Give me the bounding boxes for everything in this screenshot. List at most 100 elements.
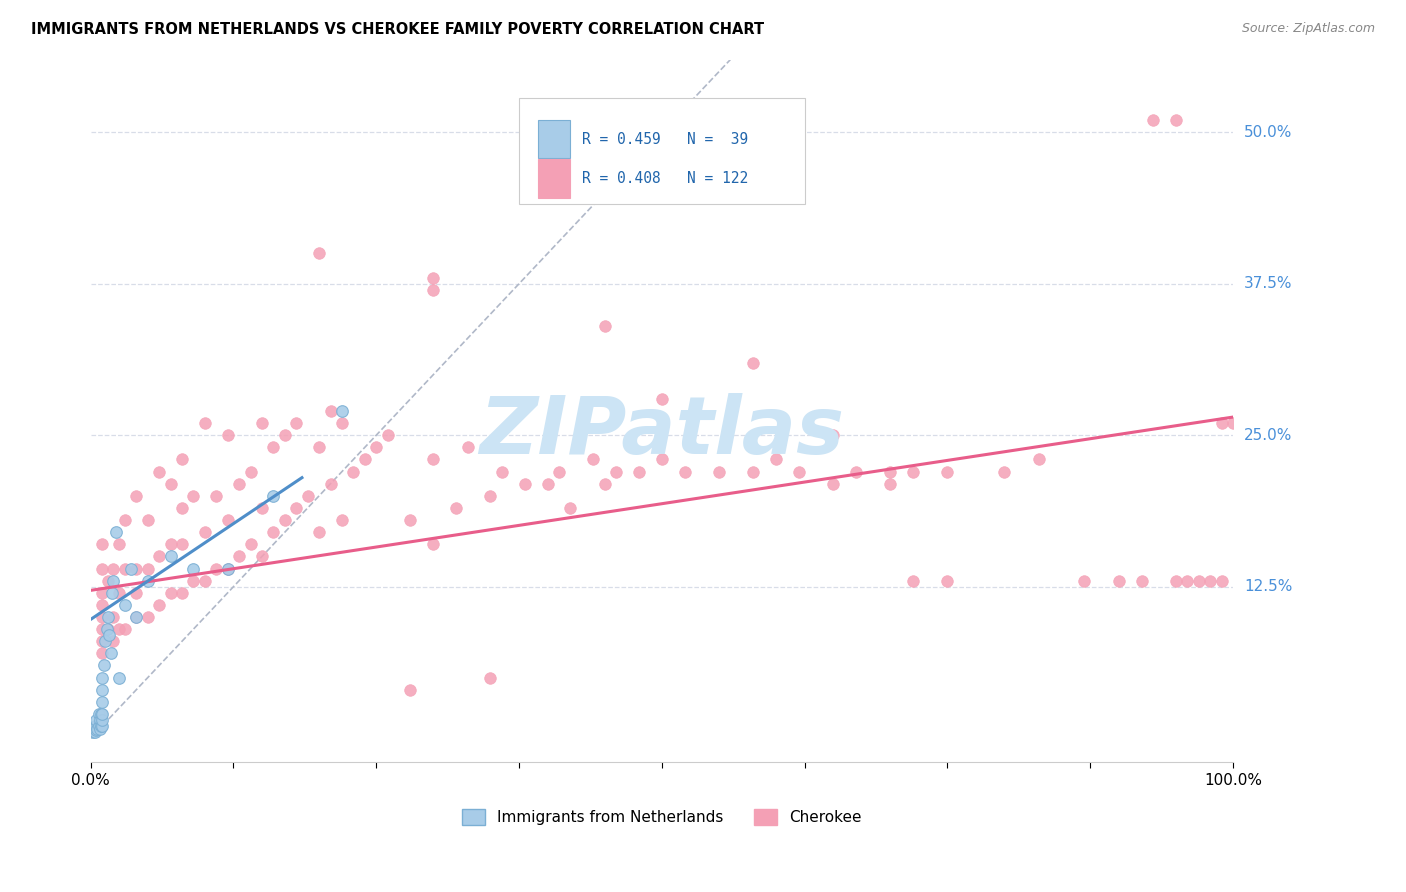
Point — [823, 476, 845, 491]
Point — [91, 719, 114, 733]
Point — [593, 319, 616, 334]
Point — [787, 465, 810, 479]
Point — [297, 489, 319, 503]
Point — [993, 465, 1015, 479]
Point — [97, 610, 120, 624]
Point — [239, 537, 262, 551]
Point — [183, 574, 205, 588]
Point — [104, 525, 127, 540]
Point — [90, 706, 112, 721]
Point — [366, 441, 388, 455]
Point — [97, 622, 120, 636]
Point — [422, 283, 444, 297]
Point — [1108, 574, 1130, 588]
Text: Source: ZipAtlas.com: Source: ZipAtlas.com — [1241, 22, 1375, 36]
Point — [136, 574, 159, 588]
FancyBboxPatch shape — [538, 120, 571, 159]
Point — [308, 525, 330, 540]
Point — [136, 513, 159, 527]
Point — [205, 489, 228, 503]
Point — [100, 646, 122, 660]
Point — [108, 537, 131, 551]
Point — [422, 452, 444, 467]
Point — [422, 537, 444, 551]
Point — [148, 465, 170, 479]
Point — [593, 476, 616, 491]
Point — [125, 610, 148, 624]
Point — [103, 561, 125, 575]
Point — [627, 465, 650, 479]
Text: 37.5%: 37.5% — [1244, 277, 1292, 292]
Point — [183, 561, 205, 575]
Point — [217, 513, 239, 527]
Point — [274, 428, 297, 442]
Point — [548, 465, 571, 479]
Point — [239, 465, 262, 479]
Point — [86, 722, 108, 736]
Point — [285, 500, 308, 515]
Point — [707, 465, 730, 479]
Point — [560, 500, 582, 515]
Point — [136, 610, 159, 624]
Point — [673, 465, 696, 479]
Point — [330, 416, 353, 430]
Point — [1028, 452, 1050, 467]
Point — [91, 706, 114, 721]
Point — [651, 392, 673, 406]
Point — [86, 719, 108, 733]
Point — [285, 416, 308, 430]
Point — [136, 561, 159, 575]
Point — [513, 476, 536, 491]
Point — [742, 465, 765, 479]
FancyBboxPatch shape — [519, 98, 804, 203]
Point — [491, 465, 513, 479]
Point — [91, 695, 114, 709]
Point — [479, 489, 502, 503]
Point — [444, 500, 467, 515]
Point — [319, 404, 342, 418]
Point — [319, 476, 342, 491]
FancyBboxPatch shape — [538, 159, 571, 198]
Point — [330, 404, 353, 418]
Point — [308, 441, 330, 455]
Point — [93, 658, 115, 673]
Point — [651, 452, 673, 467]
Point — [94, 634, 117, 648]
Point — [194, 525, 217, 540]
Point — [879, 476, 901, 491]
Point — [103, 610, 125, 624]
Point — [170, 586, 193, 600]
Point — [86, 713, 108, 727]
Point — [170, 537, 193, 551]
Point — [605, 465, 627, 479]
Point — [399, 513, 422, 527]
Text: 50.0%: 50.0% — [1244, 125, 1292, 140]
Point — [342, 465, 364, 479]
Point — [148, 549, 170, 564]
Point — [125, 586, 148, 600]
Point — [91, 682, 114, 697]
Point — [86, 723, 108, 737]
Point — [103, 634, 125, 648]
Point — [159, 586, 181, 600]
Point — [159, 476, 181, 491]
Point — [308, 246, 330, 260]
Point — [91, 646, 114, 660]
Text: R = 0.408   N = 122: R = 0.408 N = 122 — [582, 171, 748, 186]
Point — [91, 561, 114, 575]
Text: R = 0.459   N =  39: R = 0.459 N = 39 — [582, 132, 748, 146]
Point — [205, 561, 228, 575]
Point — [84, 719, 107, 733]
Point — [536, 476, 558, 491]
Text: 12.5%: 12.5% — [1244, 579, 1292, 594]
Point — [125, 561, 148, 575]
Point — [103, 574, 125, 588]
Point — [97, 628, 120, 642]
Point — [377, 428, 399, 442]
Point — [936, 574, 959, 588]
Point — [89, 713, 111, 727]
Point — [262, 489, 284, 503]
Point — [1142, 113, 1164, 128]
Point — [170, 500, 193, 515]
Point — [582, 452, 605, 467]
